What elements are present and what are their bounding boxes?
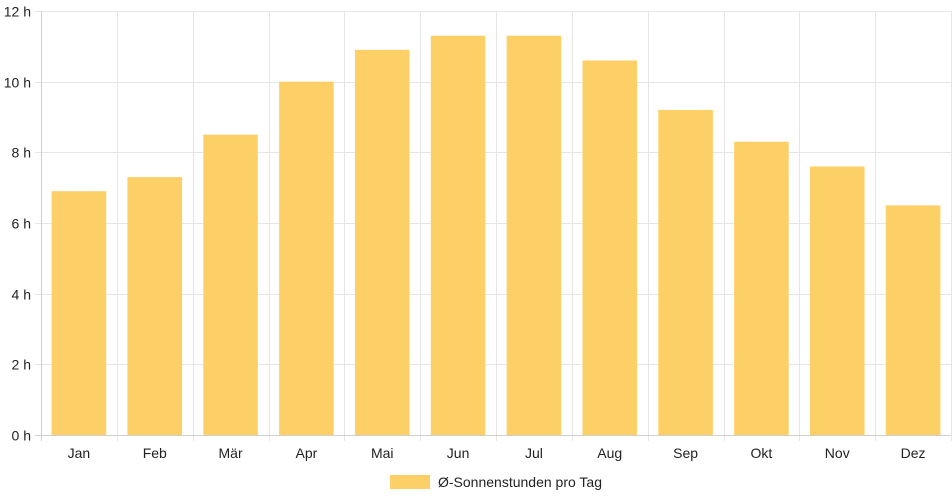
x-tick-label: Okt [751, 445, 773, 461]
y-tick-label: 4 h [12, 287, 31, 303]
bar[interactable] [430, 35, 486, 435]
x-tick-label: Sep [673, 445, 698, 461]
x-tick-label: Apr [296, 445, 318, 461]
y-tick-label: 12 h [4, 4, 31, 20]
legend-label: Ø-Sonnenstunden pro Tag [438, 474, 602, 490]
x-tick-label: Mär [219, 445, 243, 461]
x-tick-label: Dez [901, 445, 926, 461]
bar[interactable] [127, 177, 183, 436]
bar[interactable] [203, 134, 258, 435]
bars [51, 35, 941, 436]
legend[interactable]: Ø-Sonnenstunden pro Tag [390, 474, 602, 490]
bar[interactable] [506, 35, 562, 435]
y-tick-label: 2 h [12, 357, 31, 373]
x-axis: Jan Feb Mär Apr Mai Jun Jul Aug Sep Okt Nov Dez [35, 435, 951, 461]
x-tick-label: Aug [597, 445, 622, 461]
x-tick-label: Jan [68, 445, 91, 461]
bar[interactable] [354, 49, 410, 435]
y-axis: 0 h 2 h 4 h 6 h 8 h 10 h 12 h [4, 4, 42, 444]
y-tick-label: 8 h [12, 145, 31, 161]
x-tick-label: Feb [143, 445, 167, 461]
bar[interactable] [51, 191, 107, 435]
grid [35, 11, 952, 441]
bar[interactable] [279, 81, 334, 436]
bar[interactable] [809, 166, 865, 435]
x-tick-label: Mai [371, 445, 394, 461]
x-tick-label: Nov [825, 445, 850, 461]
bar[interactable] [582, 60, 638, 435]
x-tick-label: Jun [447, 445, 470, 461]
bar[interactable] [885, 205, 941, 435]
bar[interactable] [734, 141, 789, 435]
y-tick-label: 6 h [12, 216, 31, 232]
y-tick-label: 10 h [4, 75, 31, 91]
x-tick-label: Jul [525, 445, 543, 461]
legend-swatch [390, 475, 431, 489]
y-tick-label: 0 h [12, 428, 31, 444]
bar[interactable] [658, 109, 713, 435]
